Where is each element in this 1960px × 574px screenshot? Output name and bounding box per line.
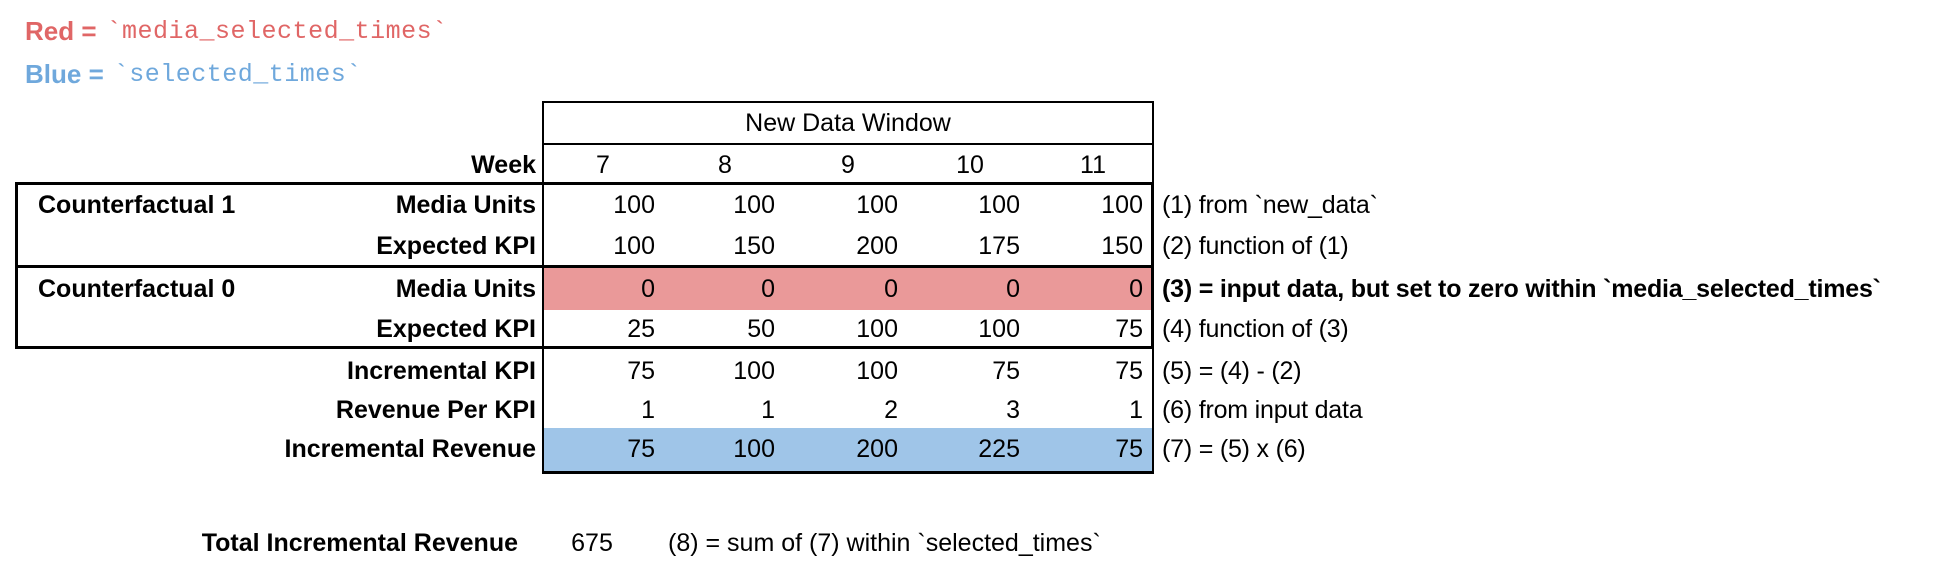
legend-blue-label: Blue = (25, 59, 104, 89)
header-divider-line (542, 143, 1154, 145)
table-cell: 150 (1101, 231, 1143, 260)
table-cell: 75 (1115, 314, 1143, 343)
table-header: New Data Window (745, 108, 951, 137)
row-annotation: (3) = input data, but set to zero within… (1162, 274, 1881, 303)
legend: Red = `media_selected_times` Blue = `sel… (25, 10, 448, 96)
table-cell: 100 (613, 190, 655, 219)
row-label: Media Units (395, 274, 536, 303)
table-cell: 75 (1115, 435, 1143, 463)
table-cell: 50 (747, 314, 775, 343)
total-annotation: (8) = sum of (7) within `selected_times` (668, 528, 1101, 557)
row-label: Expected KPI (376, 231, 536, 260)
week-value: 7 (596, 150, 610, 179)
row-label: Revenue Per KPI (335, 395, 536, 424)
counterfactual-0-box (15, 265, 1154, 349)
total-incremental-revenue-value: 675 (571, 528, 613, 557)
legend-line-red: Red = `media_selected_times` (25, 10, 448, 53)
table-cell: 25 (627, 314, 655, 343)
row-annotation: (2) function of (1) (1162, 231, 1349, 260)
selected-times-highlight (544, 428, 1152, 471)
table-cell: 75 (992, 356, 1020, 385)
table-cell: 200 (856, 231, 898, 260)
legend-blue-code: `selected_times` (113, 60, 362, 89)
table-cell: 100 (1101, 190, 1143, 219)
table-cell: 100 (856, 190, 898, 219)
group-label-counterfactual-1: Counterfactual 1 (38, 190, 236, 219)
table-cell: 100 (613, 231, 655, 260)
row-annotation: (1) from `new_data` (1162, 190, 1378, 219)
total-incremental-revenue-label: Total Incremental Revenue (201, 528, 518, 557)
table-cell: 1 (761, 395, 775, 424)
table-cell: 100 (856, 356, 898, 385)
group-label-counterfactual-0: Counterfactual 0 (38, 274, 236, 303)
table-cell: 75 (627, 435, 655, 463)
table-cell: 75 (627, 356, 655, 385)
row-annotation: (4) function of (3) (1162, 314, 1349, 343)
table-cell: 100 (733, 356, 775, 385)
row-label-week: Week (471, 150, 536, 179)
table-cell: 175 (978, 231, 1020, 260)
row-label: Media Units (395, 190, 536, 219)
table-cell: 100 (978, 314, 1020, 343)
table-cell: 225 (978, 435, 1020, 463)
legend-red-code: `media_selected_times` (106, 17, 448, 46)
table-cell: 0 (641, 274, 655, 303)
table-cell: 1 (1129, 395, 1143, 424)
table-cell: 1 (641, 395, 655, 424)
legend-red-label: Red = (25, 16, 97, 46)
row-annotation: (5) = (4) - (2) (1162, 356, 1302, 385)
table-cell: 200 (856, 435, 898, 463)
week-value: 11 (1080, 150, 1106, 179)
table-cell: 75 (1115, 356, 1143, 385)
table-cell: 2 (884, 395, 898, 424)
row-annotation: (7) = (5) x (6) (1162, 435, 1306, 463)
row-label: Expected KPI (376, 314, 536, 343)
row-label: Incremental KPI (347, 356, 536, 385)
media-selected-times-highlight (544, 268, 1152, 310)
table-cell: 0 (884, 274, 898, 303)
legend-line-blue: Blue = `selected_times` (25, 53, 448, 96)
week-value: 9 (841, 150, 855, 179)
table-cell: 100 (733, 190, 775, 219)
week-value: 8 (718, 150, 732, 179)
week-value: 10 (956, 150, 984, 179)
row-annotation: (6) from input data (1162, 395, 1363, 424)
table-cell: 100 (856, 314, 898, 343)
table-cell: 0 (1129, 274, 1143, 303)
table-cell: 150 (733, 231, 775, 260)
table-cell: 3 (1006, 395, 1020, 424)
table-cell: 0 (761, 274, 775, 303)
row-label: Incremental Revenue (284, 435, 537, 463)
table-cell: 100 (733, 435, 775, 463)
table-cell: 100 (978, 190, 1020, 219)
table-cell: 0 (1006, 274, 1020, 303)
